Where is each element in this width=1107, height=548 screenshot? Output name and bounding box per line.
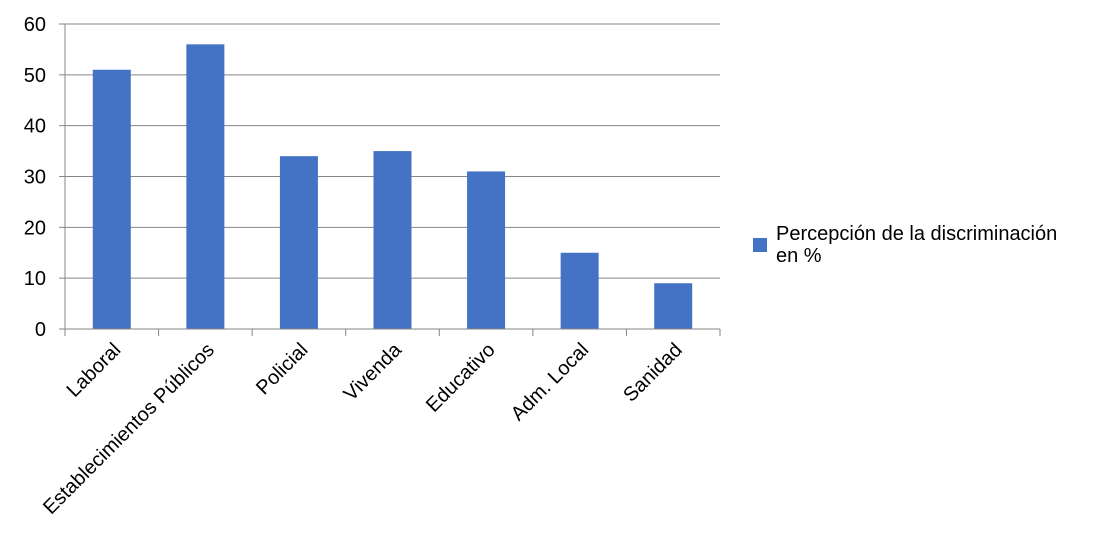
y-tick-label: 60 bbox=[24, 14, 46, 36]
y-tick-label: 50 bbox=[24, 65, 46, 87]
bar-Educativo bbox=[467, 171, 506, 329]
legend: Percepción de la discriminación en % bbox=[753, 223, 1057, 267]
y-tick-label: 0 bbox=[35, 319, 46, 341]
bar-series bbox=[92, 44, 693, 329]
x-category-label: Educativo bbox=[422, 339, 500, 417]
bar-Adm. Local bbox=[560, 252, 599, 329]
x-category-label: Policial bbox=[252, 339, 312, 399]
y-axis-tick-labels: 0 10 20 30 40 50 60 bbox=[24, 14, 46, 341]
bar-Vivenda bbox=[373, 151, 412, 329]
bar-Policial bbox=[279, 156, 318, 329]
y-tick-label: 40 bbox=[24, 116, 46, 138]
bar-Laboral bbox=[92, 69, 131, 329]
y-tick-label: 20 bbox=[24, 217, 46, 239]
legend-label-line-1: Percepción de la discriminación bbox=[776, 223, 1057, 245]
y-tick-label: 30 bbox=[24, 167, 46, 189]
x-category-label: Establecimientos Públicos bbox=[39, 339, 219, 519]
legend-swatch bbox=[753, 238, 767, 252]
x-category-label: Adm. Local bbox=[507, 339, 593, 425]
x-category-label: Vivenda bbox=[340, 338, 407, 405]
x-category-label: Laboral bbox=[63, 339, 126, 402]
bar-Sanidad bbox=[654, 283, 693, 329]
axes bbox=[59, 23, 721, 336]
legend-label-line-2: en % bbox=[776, 245, 822, 267]
y-tick-label: 10 bbox=[24, 268, 46, 290]
bar-Establecimientos Públicos bbox=[186, 44, 225, 329]
x-category-label: Sanidad bbox=[619, 339, 686, 406]
